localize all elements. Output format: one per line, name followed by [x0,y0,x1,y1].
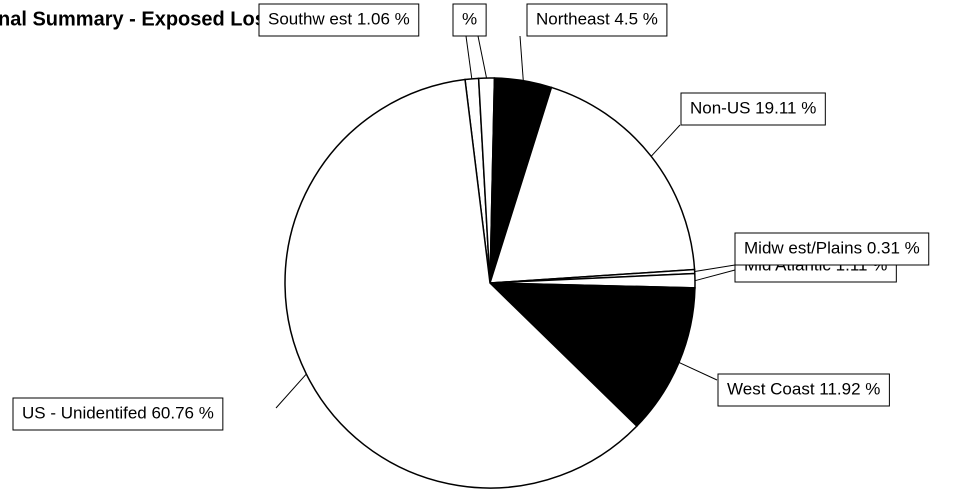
label-box [680,92,826,126]
leader-line [519,35,524,81]
slice-label: Midw est/Plains 0.31 % [734,232,930,266]
slice-label: Non-US 19.11 % [680,92,826,126]
data-label: Non-US 19.11 % [690,98,816,117]
label-box [452,3,487,37]
data-label: Northeast 4.5 % [536,9,658,28]
chart-title: nal Summary - Exposed Loss [0,8,277,30]
data-label: Southw est 1.06 % [268,9,410,28]
pie-slice [488,282,696,428]
slice-label: % [452,3,487,37]
data-label: Midw est/Plains 0.31 % [744,238,920,257]
slice-label: Southw est 1.06 % [258,3,420,37]
leader-line [275,373,307,409]
label-box [717,373,890,407]
label-box [12,397,224,431]
slice-label: West Coast 11.92 % [717,373,890,407]
leader-line [465,35,473,79]
label-box [526,3,668,37]
leader-line [694,264,736,273]
slice-label: Northeast 4.5 % [526,3,668,37]
pie-slice [284,78,638,489]
leader-line [678,362,718,381]
leader-line [477,35,488,79]
label-box [258,3,420,37]
pie-slice [488,86,696,284]
slice-label: US - Unidentifed 60.76 % [12,397,224,431]
data-label: West Coast 11.92 % [727,379,880,398]
leader-line [650,124,681,157]
leader-line [694,269,736,282]
data-label: US - Unidentifed 60.76 % [22,403,214,422]
label-box [734,232,930,266]
data-label: % [462,9,477,28]
